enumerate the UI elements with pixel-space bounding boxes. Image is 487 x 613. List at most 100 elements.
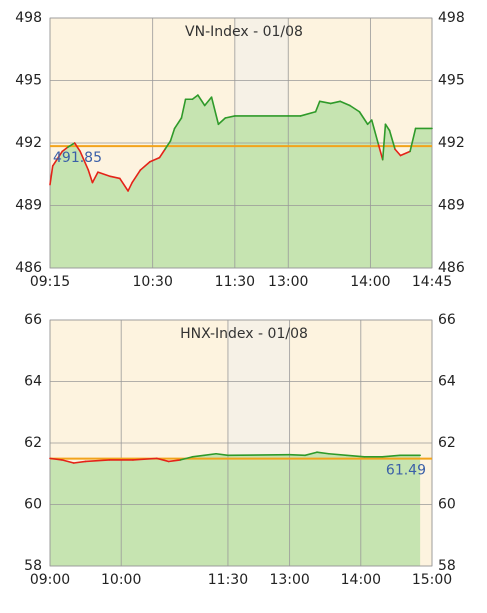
y2-tick-label: 489	[438, 198, 465, 214]
plot-border	[49, 319, 433, 567]
price-segment	[149, 156, 161, 163]
price-segment	[381, 123, 387, 161]
x-tick-label: 14:00	[341, 572, 381, 588]
price-segment	[167, 459, 182, 463]
price-segment	[155, 457, 170, 463]
x-tick-label: 14:00	[350, 274, 390, 290]
y-tick-label: 489	[15, 198, 42, 214]
price-segment	[381, 454, 401, 458]
price-segment	[91, 171, 99, 184]
y-tick-label: 66	[24, 312, 42, 328]
price-segment	[327, 452, 348, 457]
y2-tick-label: 60	[438, 497, 456, 513]
plot-border	[49, 17, 433, 269]
price-segment	[139, 160, 151, 171]
y-tick-label: 62	[24, 435, 42, 451]
price-segment	[345, 454, 366, 458]
y2-tick-label: 498	[438, 10, 465, 26]
price-segment	[169, 127, 176, 142]
price-segment	[191, 454, 206, 458]
price-segment	[366, 119, 373, 126]
x-tick-label: 13:00	[268, 274, 308, 290]
area	[50, 95, 432, 268]
x-tick-label: 13:00	[269, 572, 309, 588]
price-segment	[288, 453, 306, 457]
y-tick-label: 492	[15, 135, 42, 151]
price-segment	[299, 110, 317, 117]
price-segment	[304, 451, 318, 457]
price-segment	[215, 452, 229, 457]
price-segment	[329, 100, 342, 105]
y2-tick-label: 62	[438, 435, 456, 451]
y-tick-label: 486	[15, 260, 42, 276]
price-segment	[399, 150, 411, 157]
y2-tick-label: 64	[438, 374, 456, 390]
x-tick-label: 15:00	[412, 572, 452, 588]
price-segment	[61, 146, 69, 153]
price-segment	[119, 177, 129, 192]
y2-tick-label: 58	[438, 558, 456, 574]
price-segment	[49, 165, 54, 186]
price-segment	[203, 452, 217, 457]
y-tick-label: 498	[15, 10, 42, 26]
price-segment	[180, 98, 187, 119]
y2-tick-label: 495	[438, 73, 465, 89]
y-tick-label: 58	[24, 558, 42, 574]
price-segment	[210, 96, 220, 126]
price-segment	[84, 459, 111, 463]
price-segment	[316, 451, 330, 455]
price-segment	[87, 169, 94, 184]
price-segment	[56, 150, 64, 161]
price-segment	[179, 456, 194, 461]
x-tick-label: 09:15	[30, 274, 70, 290]
price-segment	[388, 129, 396, 151]
y2-tick-label: 492	[438, 135, 465, 151]
price-segment	[109, 175, 121, 180]
price-segment	[61, 459, 75, 464]
x-tick-label: 10:00	[101, 572, 141, 588]
price-segment	[132, 457, 158, 461]
price-segment	[197, 94, 206, 107]
y2-tick-label: 66	[438, 312, 456, 328]
price-segment	[72, 460, 87, 464]
reference-label: 61.49	[386, 463, 426, 479]
price-segment	[203, 96, 213, 107]
price-segment	[164, 140, 172, 151]
price-segment	[73, 142, 81, 153]
y-tick-label: 60	[24, 497, 42, 513]
y-tick-label: 495	[15, 73, 42, 89]
x-tick-label: 14:45	[412, 274, 452, 290]
y-tick-label: 64	[24, 374, 42, 390]
x-tick-label: 10:30	[133, 274, 173, 290]
price-segment	[377, 144, 384, 161]
x-tick-label: 09:00	[30, 572, 70, 588]
price-segment	[127, 181, 133, 192]
price-segment	[384, 123, 391, 132]
chart-title: HNX-Index - 01/08	[180, 326, 308, 342]
price-segment	[349, 104, 361, 113]
price-segment	[409, 127, 417, 153]
area	[50, 452, 421, 566]
price-segment	[358, 110, 369, 126]
price-segment	[51, 158, 58, 167]
chart-title: VN-Index - 01/08	[185, 24, 303, 40]
x-tick-label: 11:30	[208, 572, 248, 588]
reference-label: 491.85	[53, 150, 102, 166]
price-segment	[191, 94, 199, 101]
price-segment	[394, 148, 402, 157]
price-segment	[79, 150, 90, 171]
price-segment	[227, 453, 291, 457]
price-segment	[97, 171, 112, 178]
price-segment	[217, 117, 227, 126]
price-segment	[158, 148, 166, 159]
price-segment	[339, 100, 351, 107]
price-segment	[318, 100, 332, 105]
price-segment	[66, 142, 76, 148]
price-segment	[173, 117, 183, 130]
price-segment	[370, 119, 380, 146]
y2-tick-label: 486	[438, 260, 465, 276]
x-tick-label: 11:30	[215, 274, 255, 290]
price-segment	[131, 169, 142, 184]
price-segment	[314, 100, 321, 113]
